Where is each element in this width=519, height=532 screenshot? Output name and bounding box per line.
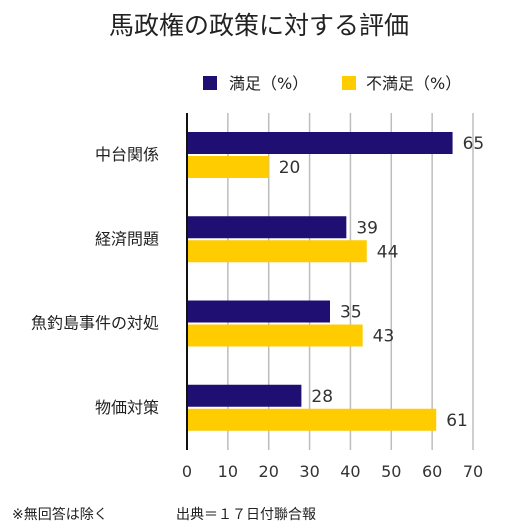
bar-value-label: 43 <box>373 327 395 347</box>
x-tick-label: 30 <box>299 462 319 481</box>
x-tick-label: 70 <box>463 462 483 481</box>
bar-value-label: 35 <box>340 303 362 323</box>
x-tick-label: 40 <box>340 462 360 481</box>
x-tick-label: 0 <box>182 462 192 481</box>
value-labels: 65 20 39 44 35 43 28 61 <box>279 134 484 431</box>
bars <box>187 132 453 431</box>
bar-value-label: 65 <box>463 134 485 154</box>
bar-dissatisfied <box>187 408 437 431</box>
x-tick-label: 60 <box>422 462 442 481</box>
chart-title: 馬政権の政策に対する評価 <box>109 11 409 40</box>
footer-source: 出典＝１７日付聯合報 <box>176 507 316 523</box>
footer-note: ※無回答は除く <box>12 506 108 523</box>
category-label: 中台関係 <box>95 145 159 164</box>
legend-swatch-satisfied <box>203 76 217 90</box>
x-tick-labels: 0 10 20 30 40 50 60 70 <box>182 462 483 481</box>
legend: 満足（%） 不満足（%） <box>203 74 461 93</box>
bar-value-label: 44 <box>377 242 399 262</box>
bar-satisfied <box>187 132 453 154</box>
category-label: 物価対策 <box>95 398 159 417</box>
bar-satisfied <box>187 216 347 239</box>
bar-dissatisfied <box>187 324 363 347</box>
legend-label-dissatisfied: 不満足（%） <box>366 74 461 93</box>
bar-satisfied <box>187 384 302 407</box>
bar-dissatisfied <box>187 156 269 178</box>
bar-value-label: 20 <box>279 158 301 178</box>
bar-value-label: 39 <box>356 218 378 238</box>
category-label: 経済問題 <box>95 229 159 248</box>
bar-value-label: 28 <box>311 387 333 407</box>
x-tick-label: 10 <box>218 462 238 481</box>
category-label: 魚釣島事件の対処 <box>31 314 159 333</box>
legend-swatch-dissatisfied <box>342 76 356 90</box>
bar-satisfied <box>187 300 330 323</box>
bar-value-label: 61 <box>446 411 468 431</box>
x-tick-label: 50 <box>381 462 401 481</box>
x-tick-label: 20 <box>259 462 279 481</box>
legend-label-satisfied: 満足（%） <box>229 74 308 93</box>
bar-dissatisfied <box>187 240 367 263</box>
